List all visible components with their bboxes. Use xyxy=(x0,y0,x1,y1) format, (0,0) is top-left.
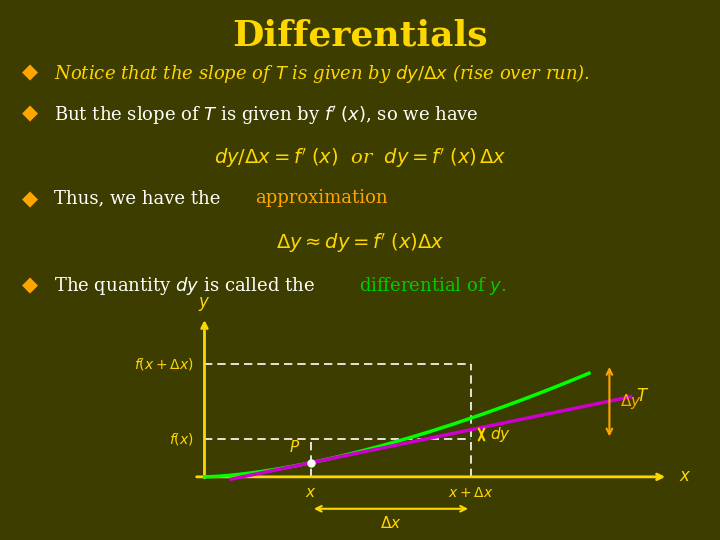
Text: Differentials: Differentials xyxy=(232,19,488,53)
Text: The quantity $dy$ is called the: The quantity $dy$ is called the xyxy=(54,275,316,298)
Text: $x$: $x$ xyxy=(305,486,317,500)
Text: $\Delta y$: $\Delta y$ xyxy=(620,392,642,411)
Text: $dy$: $dy$ xyxy=(490,425,510,444)
Text: $x$: $x$ xyxy=(679,468,691,485)
Text: ◆: ◆ xyxy=(22,275,37,295)
Text: $f(x + \Delta x)$: $f(x + \Delta x)$ xyxy=(135,356,194,372)
Text: Thus, we have the: Thus, we have the xyxy=(54,189,226,207)
Text: differential of $y$.: differential of $y$. xyxy=(359,275,506,298)
Text: ◆: ◆ xyxy=(22,62,37,82)
Text: Notice that the slope of $T$ is given by $dy/\Delta x$ (rise over run).: Notice that the slope of $T$ is given by… xyxy=(54,62,590,85)
Text: $P$: $P$ xyxy=(289,439,300,455)
Text: approximation: approximation xyxy=(256,189,388,207)
Text: $f(x)$: $f(x)$ xyxy=(169,431,194,447)
Text: $T$: $T$ xyxy=(636,388,649,405)
Text: $\Delta y \approx dy = f^{\prime}\;(x)\Delta x$: $\Delta y \approx dy = f^{\prime}\;(x)\D… xyxy=(276,231,444,255)
Text: $y$: $y$ xyxy=(198,295,211,313)
Text: ◆: ◆ xyxy=(22,104,37,124)
Text: $x + \Delta x$: $x + \Delta x$ xyxy=(448,486,494,500)
Text: $dy/\Delta x = f^{\prime}\;(x)$  or  $dy = f^{\prime}\;(x)\,\Delta x$: $dy/\Delta x = f^{\prime}\;(x)$ or $dy =… xyxy=(214,146,506,170)
Text: But the slope of $T$ is given by $f^{\prime}\;(x)$, so we have: But the slope of $T$ is given by $f^{\pr… xyxy=(54,104,479,127)
Text: $\Delta x$: $\Delta x$ xyxy=(380,515,402,531)
Text: ◆: ◆ xyxy=(22,189,37,209)
